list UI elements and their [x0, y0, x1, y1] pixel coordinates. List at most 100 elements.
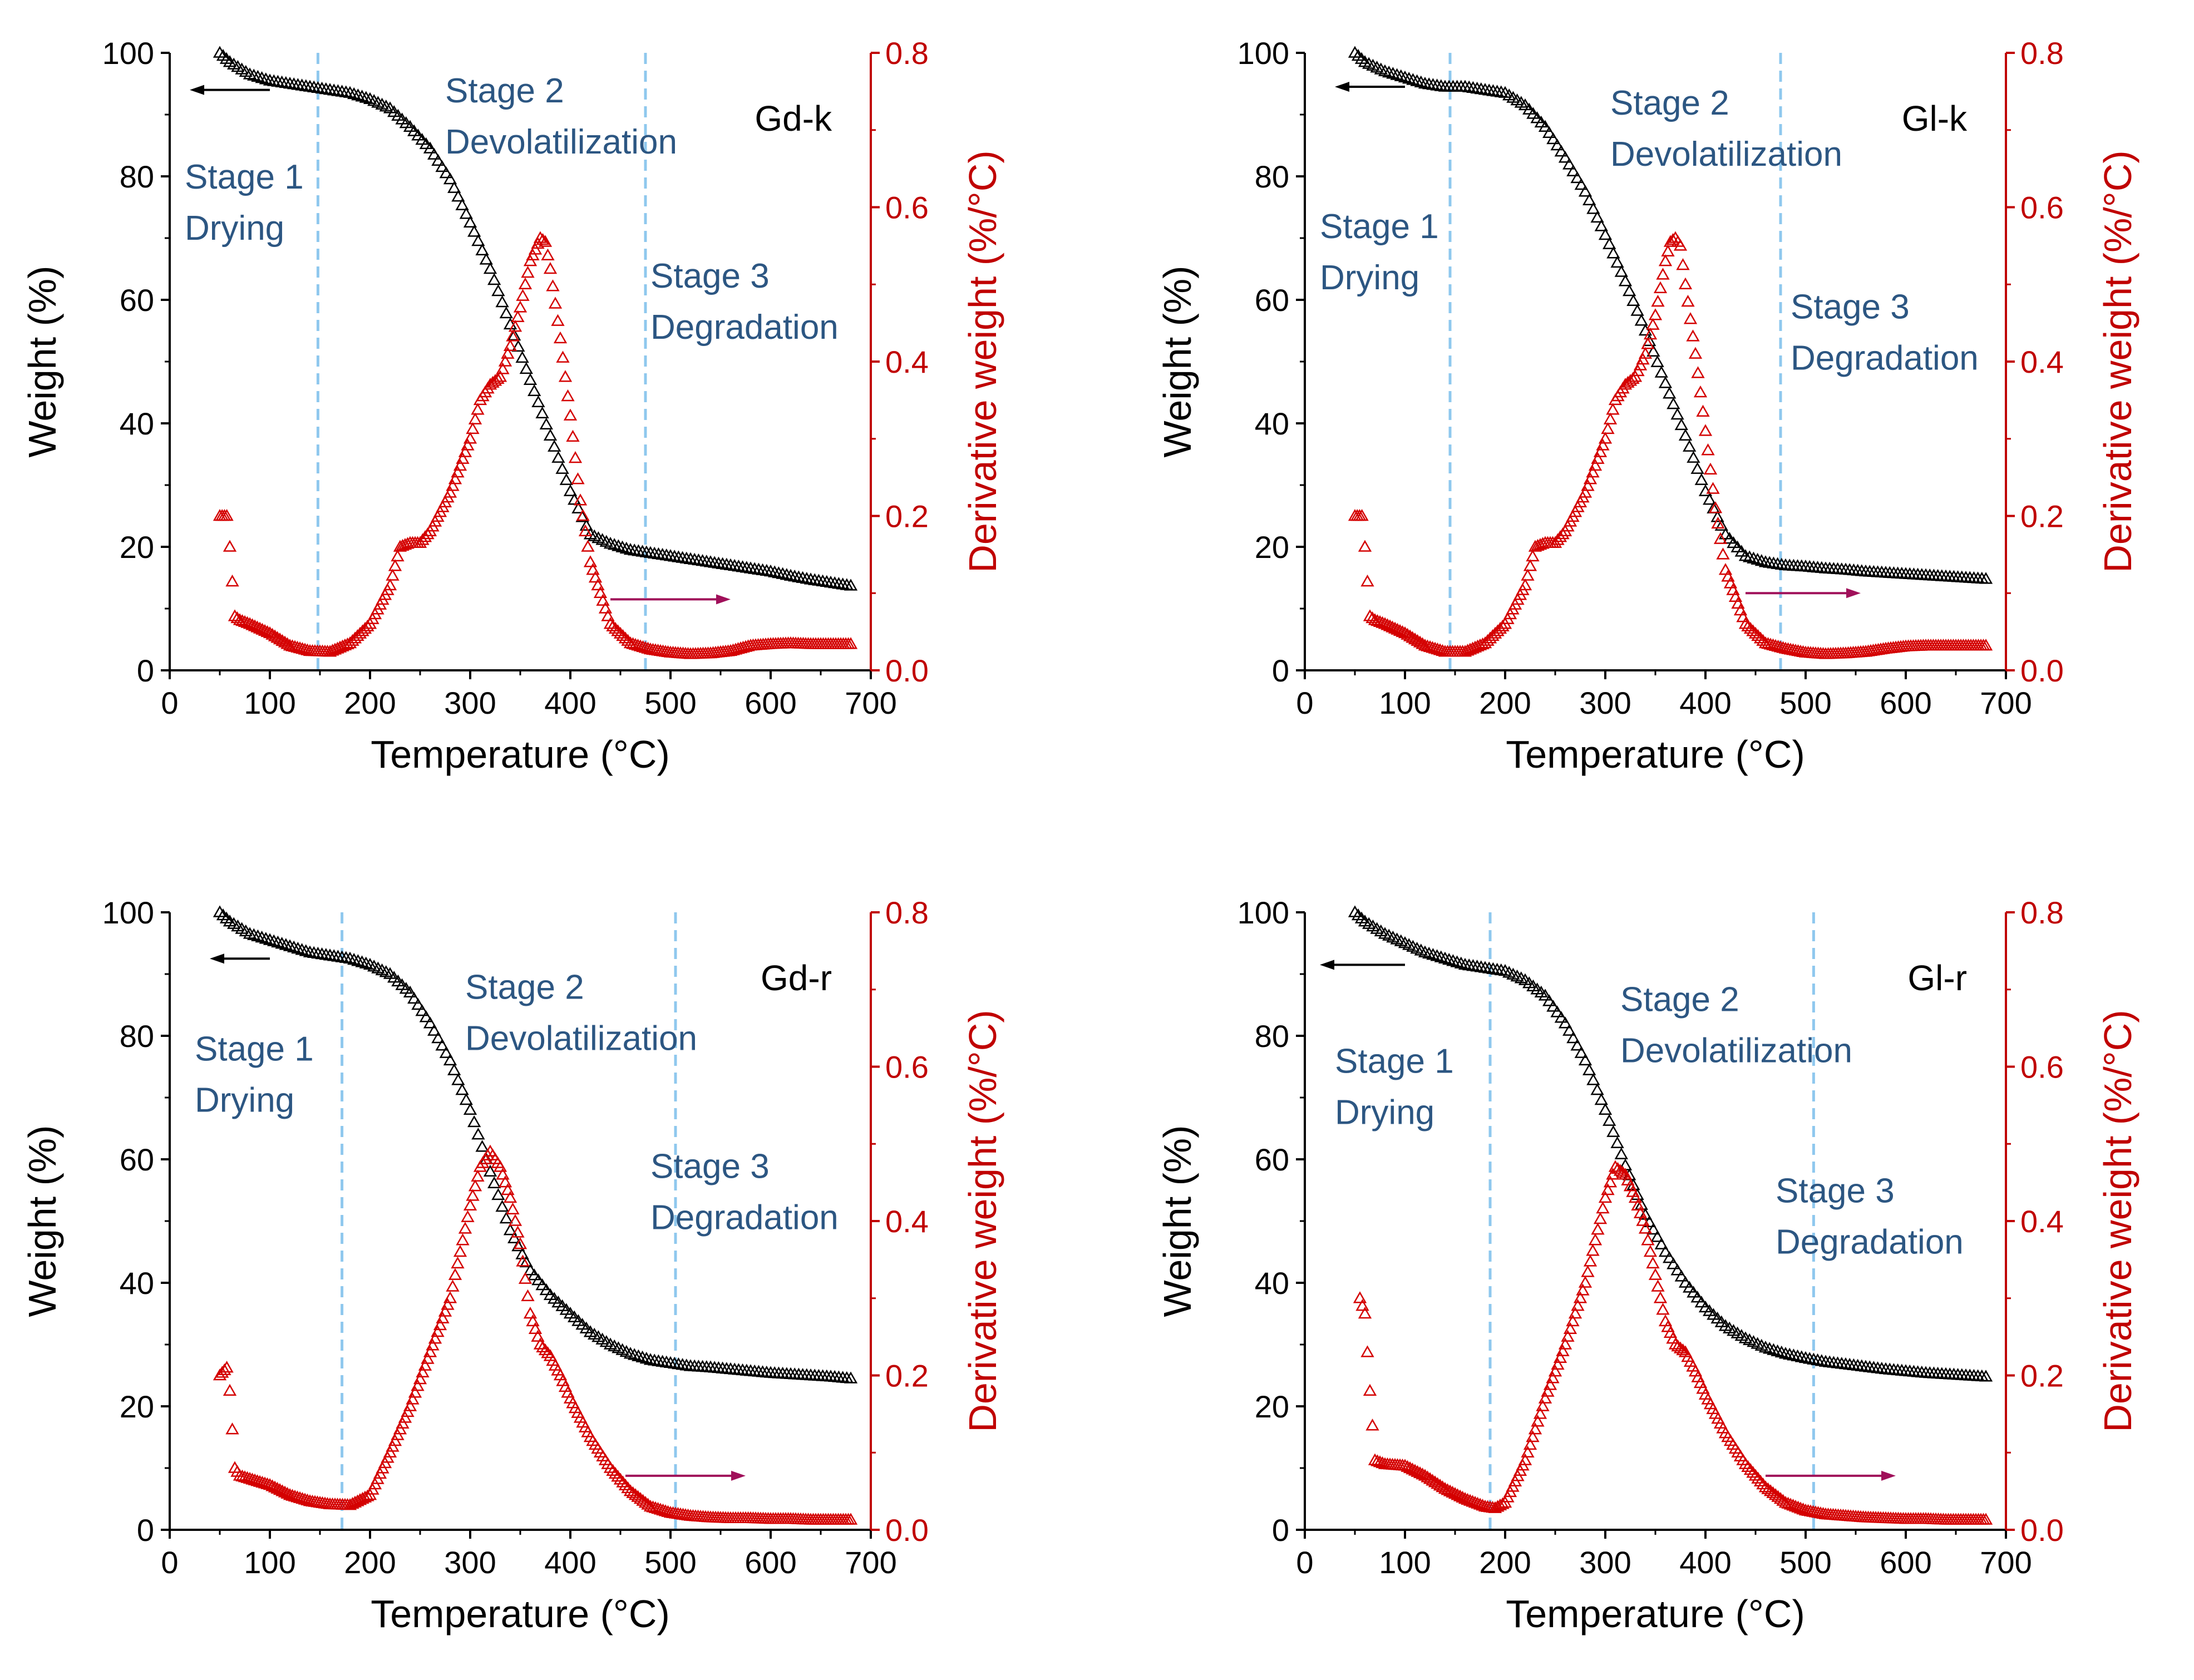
weight-point	[1534, 115, 1548, 128]
weight-point	[1586, 1073, 1600, 1085]
derivative-point	[1453, 1489, 1467, 1501]
derivative-point	[1681, 294, 1695, 307]
weight-point	[483, 1164, 497, 1177]
weight-point	[539, 417, 553, 429]
derivative-point	[1408, 632, 1422, 645]
weight-point	[1594, 1093, 1608, 1105]
weight-point	[632, 1349, 645, 1361]
x-tick-label: 200	[1479, 685, 1531, 720]
y-tick-label: 20	[120, 530, 154, 565]
weight-point	[359, 91, 373, 103]
x-axis-title: Temperature (°C)	[1506, 733, 1805, 776]
x-tick-label: 300	[1579, 1545, 1631, 1580]
derivative-point	[518, 1272, 533, 1284]
derivative-point	[511, 310, 525, 322]
derivative-point	[1360, 574, 1374, 587]
derivative-point	[468, 1179, 482, 1192]
weight-point	[1678, 428, 1693, 441]
x-tick-label: 400	[1679, 1545, 1731, 1580]
weight-point	[1578, 1053, 1593, 1066]
stage-label-line: Degradation	[650, 1198, 839, 1237]
weight-point	[1558, 151, 1572, 163]
weight-point	[415, 1004, 429, 1016]
derivative-point	[1643, 327, 1658, 340]
x-tick-label: 100	[1379, 1545, 1431, 1580]
weight-point	[1594, 219, 1608, 231]
weight-point	[423, 141, 437, 154]
derivative-point	[616, 1475, 630, 1488]
weight-point	[603, 536, 618, 549]
derivative-point	[416, 1365, 430, 1378]
derivative-point	[1979, 639, 1993, 651]
weight-point	[548, 439, 561, 452]
derivative-point	[413, 1372, 427, 1385]
weight-point	[427, 1024, 441, 1036]
weight-point	[1454, 956, 1468, 969]
derivative-point	[1578, 486, 1593, 498]
y2-tick-label: 0.8	[885, 895, 929, 930]
weight-point	[519, 362, 533, 374]
derivative-point	[1401, 1460, 1414, 1472]
derivative-point	[416, 533, 430, 545]
derivative-point	[273, 632, 287, 645]
weight-point	[407, 124, 421, 136]
y-tick-label: 80	[120, 159, 154, 194]
derivative-point	[506, 329, 520, 342]
derivative-point	[456, 1233, 470, 1246]
weight-point	[1694, 1296, 1708, 1308]
weight-point	[1751, 552, 1764, 565]
weight-point	[1402, 72, 1416, 84]
derivative-point	[1738, 1457, 1753, 1469]
y-tick-label: 40	[120, 406, 154, 441]
derivative-point	[446, 479, 460, 491]
derivative-point	[1431, 1477, 1444, 1489]
weight-point	[439, 1046, 453, 1058]
weight-point	[1638, 323, 1653, 336]
derivative-point	[571, 472, 585, 485]
derivative-point	[421, 1352, 435, 1364]
derivative-point	[1636, 1214, 1650, 1226]
weight-point	[475, 1140, 489, 1152]
weight-point	[535, 406, 549, 418]
derivative-point	[265, 627, 279, 640]
weight-point	[515, 1247, 529, 1259]
weight-point	[259, 72, 273, 85]
weight-point	[1794, 1350, 1808, 1362]
weight-point	[523, 1263, 538, 1276]
stage-label-line: Drying	[195, 1081, 294, 1119]
weight-point	[515, 350, 529, 363]
derivative-point	[503, 1190, 517, 1203]
weight-point	[555, 462, 569, 474]
derivative-point	[471, 403, 485, 415]
derivative-point	[1601, 422, 1615, 434]
weight-point	[1566, 164, 1580, 176]
derivative-point	[471, 1169, 485, 1182]
derivative-point	[616, 629, 630, 641]
derivative-point	[1406, 1462, 1419, 1475]
weight-point	[243, 927, 257, 939]
derivative-point	[531, 236, 545, 249]
derivative-point	[541, 248, 555, 260]
derivative-point	[546, 279, 560, 291]
derivative-point	[453, 458, 467, 471]
weight-point	[1438, 951, 1452, 963]
weight-point	[1518, 98, 1532, 111]
derivative-point	[516, 1254, 530, 1267]
stage-label-line: Stage 2	[1620, 981, 1739, 1019]
derivative-point	[1548, 536, 1562, 548]
derivative-point	[1673, 239, 1688, 251]
weight-point	[423, 1016, 437, 1029]
weight-axis-arrowhead	[1335, 82, 1349, 92]
weight-point	[1603, 1114, 1616, 1126]
derivative-point	[1628, 1190, 1643, 1203]
derivative-point	[1523, 1437, 1537, 1450]
y-axis-title: Weight (%)	[1156, 1125, 1199, 1317]
weight-point	[251, 70, 265, 82]
y2-tick-label: 0.0	[2020, 1513, 2064, 1548]
derivative-point	[586, 563, 600, 575]
stage-label-line: Devolatilization	[445, 123, 677, 161]
weight-point	[259, 932, 273, 944]
weight-point	[359, 956, 373, 969]
derivative-point	[466, 1189, 480, 1201]
derivative-point	[1601, 1183, 1615, 1195]
